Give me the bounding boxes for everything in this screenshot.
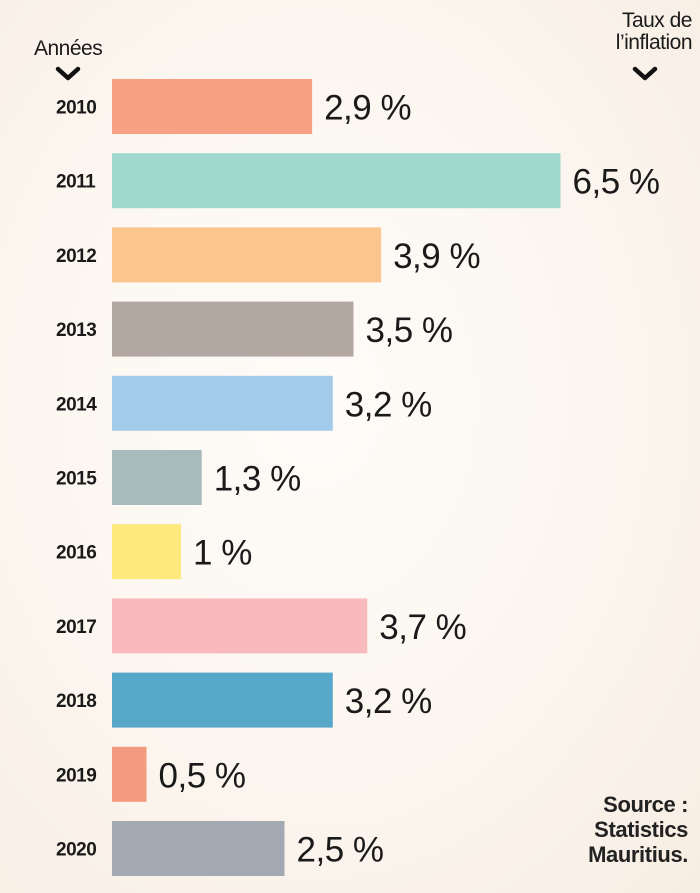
source-line-3: Mauritius. (588, 842, 688, 867)
bar (112, 375, 333, 431)
y-axis-title: Années (34, 37, 103, 60)
bar (112, 227, 382, 283)
bar (112, 598, 368, 654)
y-tick-label: 2010 (56, 98, 96, 119)
x-axis-title: Taux de l’inflation (582, 9, 693, 54)
y-tick-label: 2017 (56, 617, 96, 638)
data-label: 3,2 % (345, 682, 432, 721)
x-axis-title-line1: Taux de (621, 9, 693, 32)
y-tick-label: 2016 (56, 543, 96, 564)
source-line-2: Statistics (594, 817, 688, 842)
y-tick-label: 2014 (56, 394, 97, 415)
data-label: 3,2 % (345, 385, 432, 424)
data-label: 3,7 % (379, 608, 466, 647)
chevron-down-icon (55, 66, 81, 81)
x-axis-title-line2: l’inflation (615, 31, 693, 54)
data-label: 1 % (193, 534, 252, 573)
y-tick-label: 2019 (56, 765, 96, 786)
bar (112, 746, 147, 802)
source-line-1: Source : (603, 792, 688, 817)
y-tick-label: 2018 (56, 691, 96, 712)
bar (112, 450, 202, 505)
y-tick-label: 2012 (56, 246, 96, 267)
chevron-down-icon (632, 66, 658, 81)
bar (112, 821, 285, 876)
bar (112, 301, 354, 357)
bar (112, 524, 181, 580)
data-label: 3,5 % (366, 311, 453, 350)
data-label: 6,5 % (573, 163, 660, 202)
bar (112, 79, 313, 134)
y-tick-label: 2020 (56, 840, 96, 861)
data-label: 2,9 % (324, 89, 411, 128)
data-label: 0,5 % (159, 756, 246, 795)
bar (112, 672, 333, 728)
y-tick-label: 2011 (56, 172, 96, 193)
y-tick-label: 2015 (56, 469, 97, 490)
data-label: 1,3 % (214, 460, 301, 499)
bar (112, 153, 561, 209)
y-tick-label: 2013 (56, 320, 96, 341)
data-label: 2,5 % (297, 831, 384, 870)
source-note: Source : Statistics Mauritius. (588, 792, 688, 867)
data-label: 3,9 % (393, 237, 480, 276)
